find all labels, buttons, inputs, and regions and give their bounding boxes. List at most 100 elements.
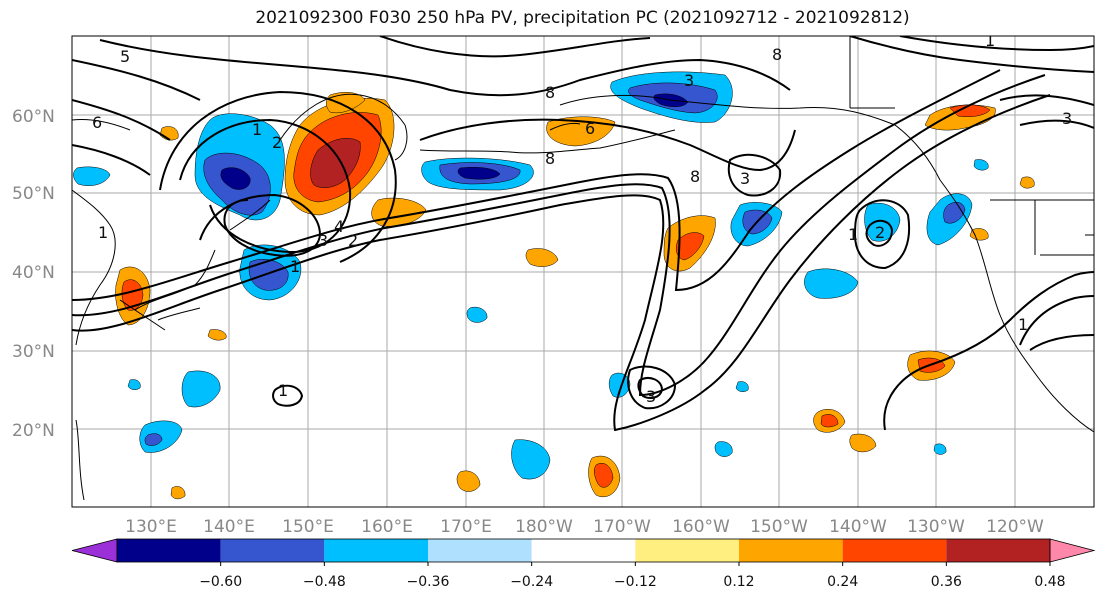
- contour-label: 1: [985, 31, 995, 50]
- pv-contour: [849, 36, 1094, 73]
- pv-contour: [727, 153, 782, 197]
- precip-area: [735, 381, 749, 392]
- lat-label: 50°N: [12, 184, 55, 204]
- colorbar-tick-labels: −0.60 −0.48 −0.36 −0.24 −0.12 0.12 0.24 0.36 0.4…: [199, 562, 1066, 590]
- contour-label: 8: [772, 45, 782, 64]
- pv-contour: [637, 377, 664, 399]
- latitude-labels: 60°N 50°N 40°N 30°N 20°N: [12, 107, 55, 441]
- lat-label: 30°N: [12, 342, 55, 362]
- lat-label: 40°N: [12, 263, 55, 283]
- precip-area: [820, 414, 839, 428]
- contour-label: 1: [252, 120, 262, 139]
- precip-area: [525, 248, 559, 267]
- colorbar-tick-label: −0.48: [303, 574, 346, 590]
- longitude-labels: 130°E 140°E 150°E 160°E 170°E 180°W 170°W 160°W…: [125, 517, 1044, 537]
- lat-label: 60°N: [12, 107, 55, 127]
- contour-label: 1: [278, 381, 288, 400]
- lon-label: 140°W: [829, 517, 887, 537]
- colorbar-tick-label: 0.24: [827, 574, 858, 590]
- pv-contour: [865, 219, 894, 247]
- lon-label: 140°E: [203, 517, 255, 537]
- contour-label: 5: [120, 47, 130, 66]
- precip-area: [676, 232, 705, 261]
- colorbar-tick-label: −0.36: [407, 574, 450, 590]
- contour-label: 2: [272, 133, 282, 152]
- pv-contours: [72, 36, 1094, 432]
- pv-contour: [99, 39, 791, 97]
- colorbar-border: [116, 538, 1051, 563]
- pv-contour: [627, 365, 677, 410]
- contour-label: 1: [98, 223, 108, 242]
- colorbar-tick-label: 0.36: [931, 574, 962, 590]
- coastlines: [72, 36, 1094, 501]
- precip-area: [511, 439, 551, 480]
- colorbar-tick-label: 0.48: [1034, 574, 1065, 590]
- colorbar-swatch: [842, 539, 947, 562]
- lon-label: 130°E: [125, 517, 177, 537]
- pv-contour: [1019, 295, 1094, 351]
- precip-area: [73, 166, 111, 186]
- graticule: [72, 36, 1094, 507]
- precip-area: [121, 279, 144, 311]
- pv-contour: [72, 69, 1001, 301]
- colorbar-swatch: [635, 539, 739, 562]
- contour-label: 1: [290, 257, 300, 276]
- colorbar-tick-label: −0.60: [199, 574, 242, 590]
- coastline-aleutians: [419, 129, 676, 154]
- contour-label: 6: [92, 113, 102, 132]
- precip-area: [310, 138, 361, 188]
- precip-area: [181, 370, 221, 408]
- chart-title: 2021092300 F030 250 hPa PV, precipitatio…: [255, 8, 910, 28]
- precip-area: [456, 470, 481, 492]
- colorbar-swatch: [739, 539, 843, 562]
- pv-contour: [853, 199, 911, 270]
- colorbar-swatch: [220, 539, 325, 562]
- lat-label: 20°N: [12, 421, 55, 441]
- pv-contour: [999, 94, 1094, 129]
- colorbar-swatch: [324, 539, 428, 562]
- lon-label: 130°W: [907, 517, 965, 537]
- pv-contour: [179, 118, 352, 254]
- precip-area: [973, 159, 989, 171]
- contour-label: 3: [1062, 109, 1072, 128]
- lon-label: 160°E: [361, 517, 413, 537]
- precip-area: [457, 167, 501, 180]
- precip-area: [594, 462, 614, 488]
- lon-label: 120°W: [986, 517, 1044, 537]
- lon-label: 180°W: [515, 517, 573, 537]
- precip-area: [170, 486, 186, 500]
- contour-label: 1: [1018, 315, 1028, 334]
- pv-contour: [159, 90, 397, 263]
- precip-area: [546, 116, 616, 147]
- pv-contour: [72, 59, 201, 176]
- colorbar-swatch: [946, 539, 1050, 562]
- contour-label: 3: [646, 387, 656, 406]
- contour-label: 8: [545, 149, 555, 168]
- contour-label: 6: [585, 119, 595, 138]
- precip-area: [466, 306, 488, 323]
- precip-area: [969, 228, 989, 241]
- contour-label: 4: [334, 217, 344, 236]
- contour-label: 2: [875, 223, 885, 242]
- lon-label: 170°E: [440, 517, 492, 537]
- precip-area: [144, 433, 163, 446]
- coastline-kuril-kamchatka: [229, 93, 408, 231]
- map-frame: [71, 35, 1095, 508]
- lon-label: 150°W: [750, 517, 808, 537]
- lon-label: 170°W: [593, 517, 651, 537]
- lon-label: 160°W: [672, 517, 730, 537]
- coastline-asia: [72, 119, 166, 501]
- colorbar-swatch: [117, 539, 221, 562]
- colorbar-swatch: [428, 539, 532, 562]
- contour-label: 3: [684, 71, 694, 90]
- precip-area: [933, 443, 947, 455]
- precip-area: [849, 433, 877, 453]
- contour-label: 3: [318, 231, 328, 250]
- precip-area: [714, 441, 733, 457]
- colorbar-swatch: [531, 539, 636, 562]
- precip-area: [220, 167, 251, 190]
- contour-label: 8: [690, 167, 700, 186]
- precip-area: [949, 104, 991, 117]
- contour-label: 8: [545, 83, 555, 102]
